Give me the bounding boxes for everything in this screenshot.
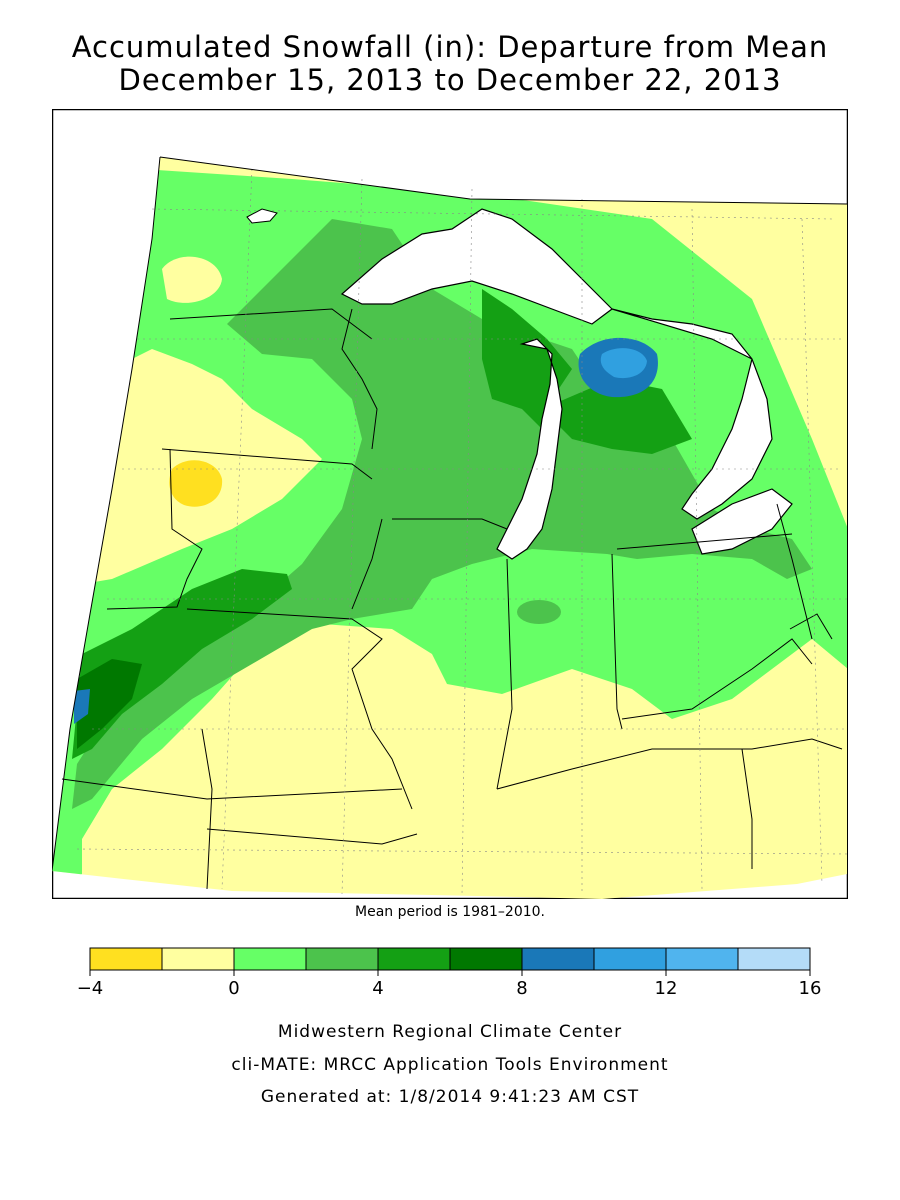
band-2-to-4 <box>72 219 812 809</box>
lake-huron <box>611 308 773 520</box>
state-boundaries <box>61 308 843 890</box>
legend-tick-label-5: 16 <box>799 978 822 999</box>
map-date-range: December 15, 2013 to December 22, 2013 <box>118 63 782 97</box>
band-10-to-12-mi <box>600 348 647 379</box>
legend-bin-8 <box>665 947 739 971</box>
graticule <box>76 168 848 896</box>
isle-royale <box>246 208 278 224</box>
map-title: Accumulated Snowfall (in): Departure fro… <box>71 30 829 64</box>
band-below-minus2 <box>169 460 223 507</box>
region-outline <box>52 156 848 872</box>
legend-tick-label-1: 0 <box>228 978 239 999</box>
legend-bin-2 <box>233 947 307 971</box>
credit-organization: Midwestern Regional Climate Center <box>277 1022 623 1042</box>
credit-application: cli-MATE: MRCC Application Tools Environ… <box>231 1055 669 1075</box>
legend-bins <box>89 947 811 971</box>
band-6-to-8 <box>77 659 142 749</box>
legend-bin-6 <box>521 947 595 971</box>
legend-bin-7 <box>593 947 667 971</box>
great-lakes <box>340 208 793 560</box>
legend-bin-0 <box>89 947 163 971</box>
legend-bin-9 <box>737 947 811 971</box>
legend-bin-5 <box>449 947 523 971</box>
band-4-to-6-mi-east <box>542 379 692 454</box>
band-8-to-10-sw <box>74 689 90 724</box>
mean-period-note: Mean period is 1981–2010. <box>355 904 545 920</box>
legend-tick-label-3: 8 <box>516 978 527 999</box>
lake-erie <box>691 488 793 555</box>
credit-generated-at: Generated at: 1/8/2014 9:41:23 AM CST <box>260 1087 640 1107</box>
legend-ticks: −4 0 4 8 12 16 <box>77 970 822 999</box>
band-minus2-to-0-north <box>162 256 222 303</box>
color-legend: −4 0 4 8 12 16 <box>77 947 822 999</box>
legend-bin-1 <box>161 947 235 971</box>
legend-bin-3 <box>305 947 379 971</box>
legend-tick-label-2: 4 <box>372 978 383 999</box>
lake-michigan <box>496 338 563 560</box>
band-0-to-2-patch <box>517 600 561 624</box>
band-4-to-6-sw <box>72 569 292 759</box>
legend-tick-label-4: 12 <box>655 978 678 999</box>
snowfall-departure-map <box>52 109 848 899</box>
legend-tick-label-0: −4 <box>77 978 104 999</box>
legend-bin-4 <box>377 947 451 971</box>
